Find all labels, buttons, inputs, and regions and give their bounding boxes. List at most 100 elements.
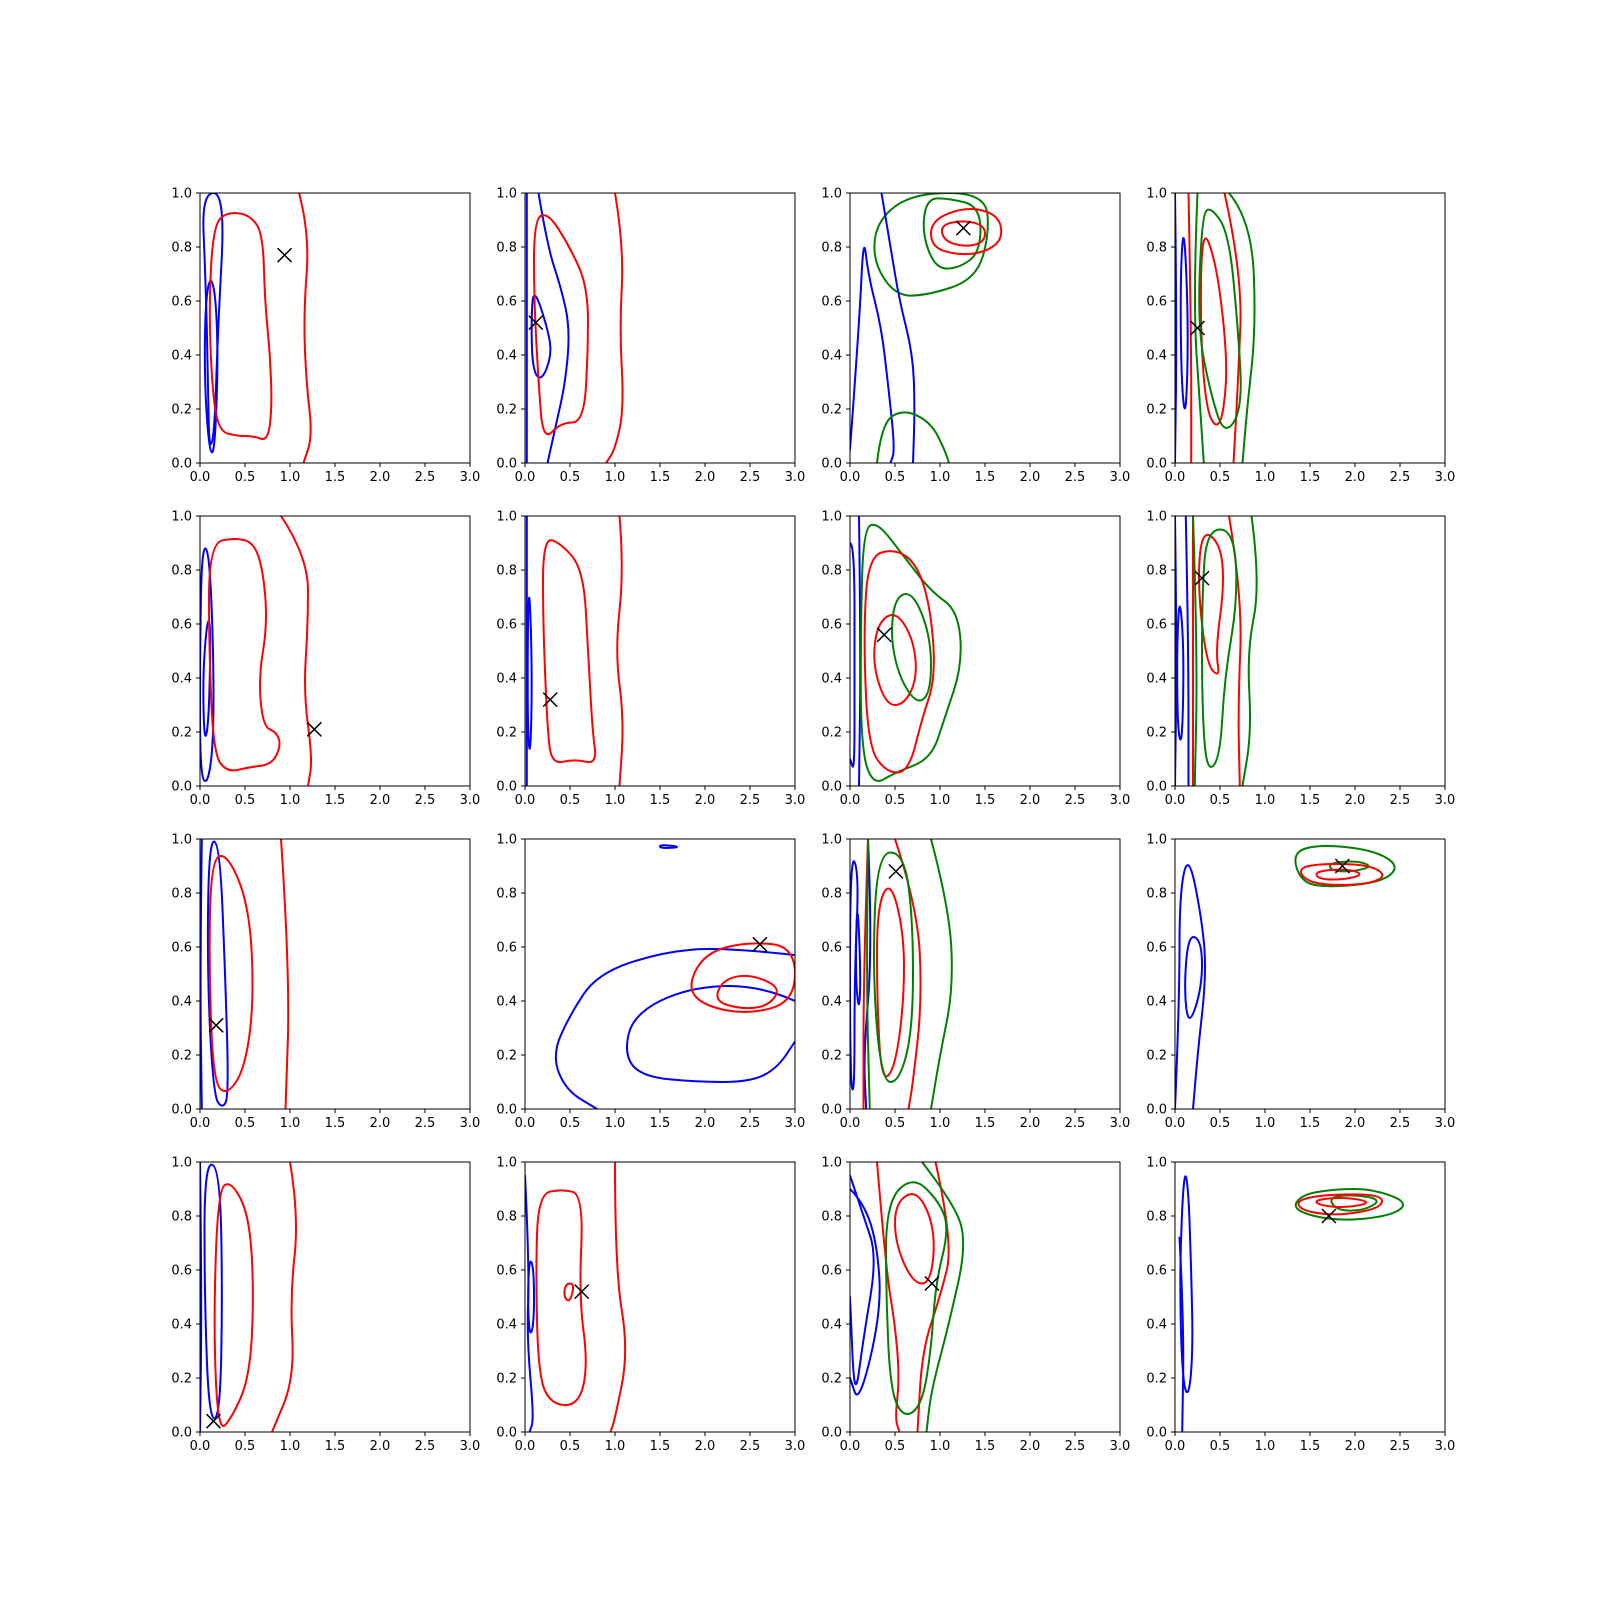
x-tick-label: 3.0 [1435,1439,1456,1454]
contour-line-green [930,839,953,1109]
x-tick-label: 2.0 [1345,470,1366,485]
x-marker-stroke [955,220,971,236]
contour-line-blue [1178,1236,1185,1432]
y-tick-label: 1.0 [496,833,517,848]
x-tick-label: 1.0 [605,470,626,485]
x-tick-label: 3.0 [1435,793,1456,808]
contour-line-blue [525,1174,534,1432]
x-tick-label: 1.5 [650,1116,671,1131]
contour-line-blue [850,1188,881,1396]
contour-line-blue [1179,237,1189,410]
x-tick-label: 2.5 [1390,793,1411,808]
x-tick-label: 2.5 [740,470,761,485]
y-tick-label: 0.4 [821,672,842,687]
x-tick-label: 3.0 [1435,470,1456,485]
x-marker [1189,320,1206,336]
y-tick-label: 0.6 [821,1264,842,1279]
x-tick-label: 1.5 [1300,1116,1321,1131]
x-tick-label: 0.5 [1210,1116,1231,1131]
x-tick-label: 1.0 [605,1116,626,1131]
x-tick-label: 1.5 [650,470,671,485]
y-tick-label: 0.2 [496,726,517,741]
x-tick-label: 2.5 [1390,470,1411,485]
subplot-3-2: 0.0 0.5 1.0 1.5 2.0 2.5 3.0 0.0 0.2 0.4 0.6 0.8 1.0 [496,833,805,1132]
x-marker-stroke [1194,570,1210,586]
contour-line-red [535,1189,587,1406]
y-tick-label: 0.8 [171,887,192,902]
y-tick-label: 1.0 [821,187,842,202]
x-tick-label: 2.5 [740,793,761,808]
x-tick-label: 2.5 [1065,793,1086,808]
subplot-1-3: 0.0 0.5 1.0 1.5 2.0 2.5 3.0 0.0 0.2 0.4 0.6 0.8 1.0 [821,187,1130,486]
y-tick-label: 0.0 [821,1103,842,1118]
contour-layer [200,839,290,1109]
x-tick-label: 0.0 [840,793,861,808]
x-tick-label: 0.0 [1165,1439,1186,1454]
x-tick-label: 1.0 [280,793,301,808]
x-tick-label: 0.0 [1165,470,1186,485]
y-tick-label: 0.2 [496,1049,517,1064]
contour-layer [525,1162,627,1432]
x-marker-stroke [528,315,544,331]
subplot-grid: 0.0 0.5 1.0 1.5 2.0 2.5 3.00.00.20.40.60.81.00… [171,187,1455,1455]
subplot-4-1: 0.0 0.5 1.0 1.5 2.0 2.5 3.0 0.0 0.2 0.4 0.6 0.8 1.0 [171,1156,480,1455]
x-tick-label: 2.5 [1065,1439,1086,1454]
x-marker [528,315,544,331]
y-tick-label: 1.0 [171,187,192,202]
contour-layer [850,516,962,786]
contour-line-green [1241,516,1258,786]
contour-layer [525,193,624,463]
x-tick-label: 1.0 [1255,1439,1276,1454]
x-marker [542,692,558,708]
x-tick-label: 2.0 [1020,470,1041,485]
y-tick-label: 1.0 [1146,1156,1167,1171]
axes-frame [524,838,796,1110]
axes-frame [849,515,1121,787]
contour-line-red [873,614,917,706]
y-tick-label: 0.4 [496,349,517,364]
subplot-2-2: 0.0 0.5 1.0 1.5 2.0 2.5 3.0 0.0 0.2 0.4 0.6 0.8 1.0 [496,510,805,809]
contour-line-red [609,1162,627,1432]
x-tick-label: 1.5 [325,1116,346,1131]
contour-line-blue [1184,516,1190,786]
x-tick-label: 2.0 [695,1116,716,1131]
axes-frame [1174,192,1446,464]
subplot-1-2: 0.0 0.5 1.0 1.5 2.0 2.5 3.0 0.0 0.2 0.4 0.6 0.8 1.0 [496,187,805,486]
x-tick-label: 1.5 [1300,793,1321,808]
x-marker [1194,570,1210,586]
x-marker-stroke [306,721,322,737]
contour-line-red [690,942,795,1013]
contour-layer [1175,845,1396,1109]
contour-line-red [213,1183,254,1428]
x-tick-label: 0.5 [1210,793,1231,808]
x-tick-label: 0.5 [235,1439,256,1454]
subplot-3-1: 0.0 0.5 1.0 1.5 2.0 2.5 3.0 0.0 0.2 0.4 0.6 0.8 1.0 [171,833,480,1132]
x-tick-label: 2.5 [1390,1439,1411,1454]
y-tick-label: 0.8 [171,241,192,256]
contour-line-red [298,193,312,463]
x-tick-label: 1.5 [1300,1439,1321,1454]
y-tick-label: 0.4 [821,1318,842,1333]
contour-line-red [1297,1193,1383,1216]
contour-line-red [208,212,273,441]
y-tick-label: 0.2 [821,403,842,418]
x-tick-label: 0.0 [515,470,536,485]
x-tick-label: 1.5 [975,793,996,808]
subplot-1-4: 0.0 0.5 1.0 1.5 2.0 2.5 3.0 0.0 0.2 0.4 0.6 0.8 1.0 [1146,187,1455,486]
subplot-3-4: 0.0 0.5 1.0 1.5 2.0 2.5 3.0 0.0 0.2 0.4 0.6 0.8 1.0 [1146,833,1455,1132]
y-tick-label: 0.0 [1146,780,1167,795]
x-tick-label: 2.0 [1345,793,1366,808]
x-tick-label: 1.0 [605,1439,626,1454]
x-tick-label: 3.0 [785,1439,806,1454]
y-tick-label: 0.6 [1146,941,1167,956]
axes-frame [524,515,796,787]
contour-layer [1175,193,1256,463]
subplot-1-1: 0.0 0.5 1.0 1.5 2.0 2.5 3.0 0.0 0.2 0.4 0.6 0.8 1.0 [171,187,480,486]
x-tick-label: 2.0 [1345,1439,1366,1454]
contour-line-blue [530,294,552,379]
contour-line-green [1198,208,1242,429]
x-marker-stroke [205,1413,222,1429]
x-tick-label: 1.5 [650,793,671,808]
contour-line-red [940,220,986,247]
contour-line-blue [659,844,678,849]
